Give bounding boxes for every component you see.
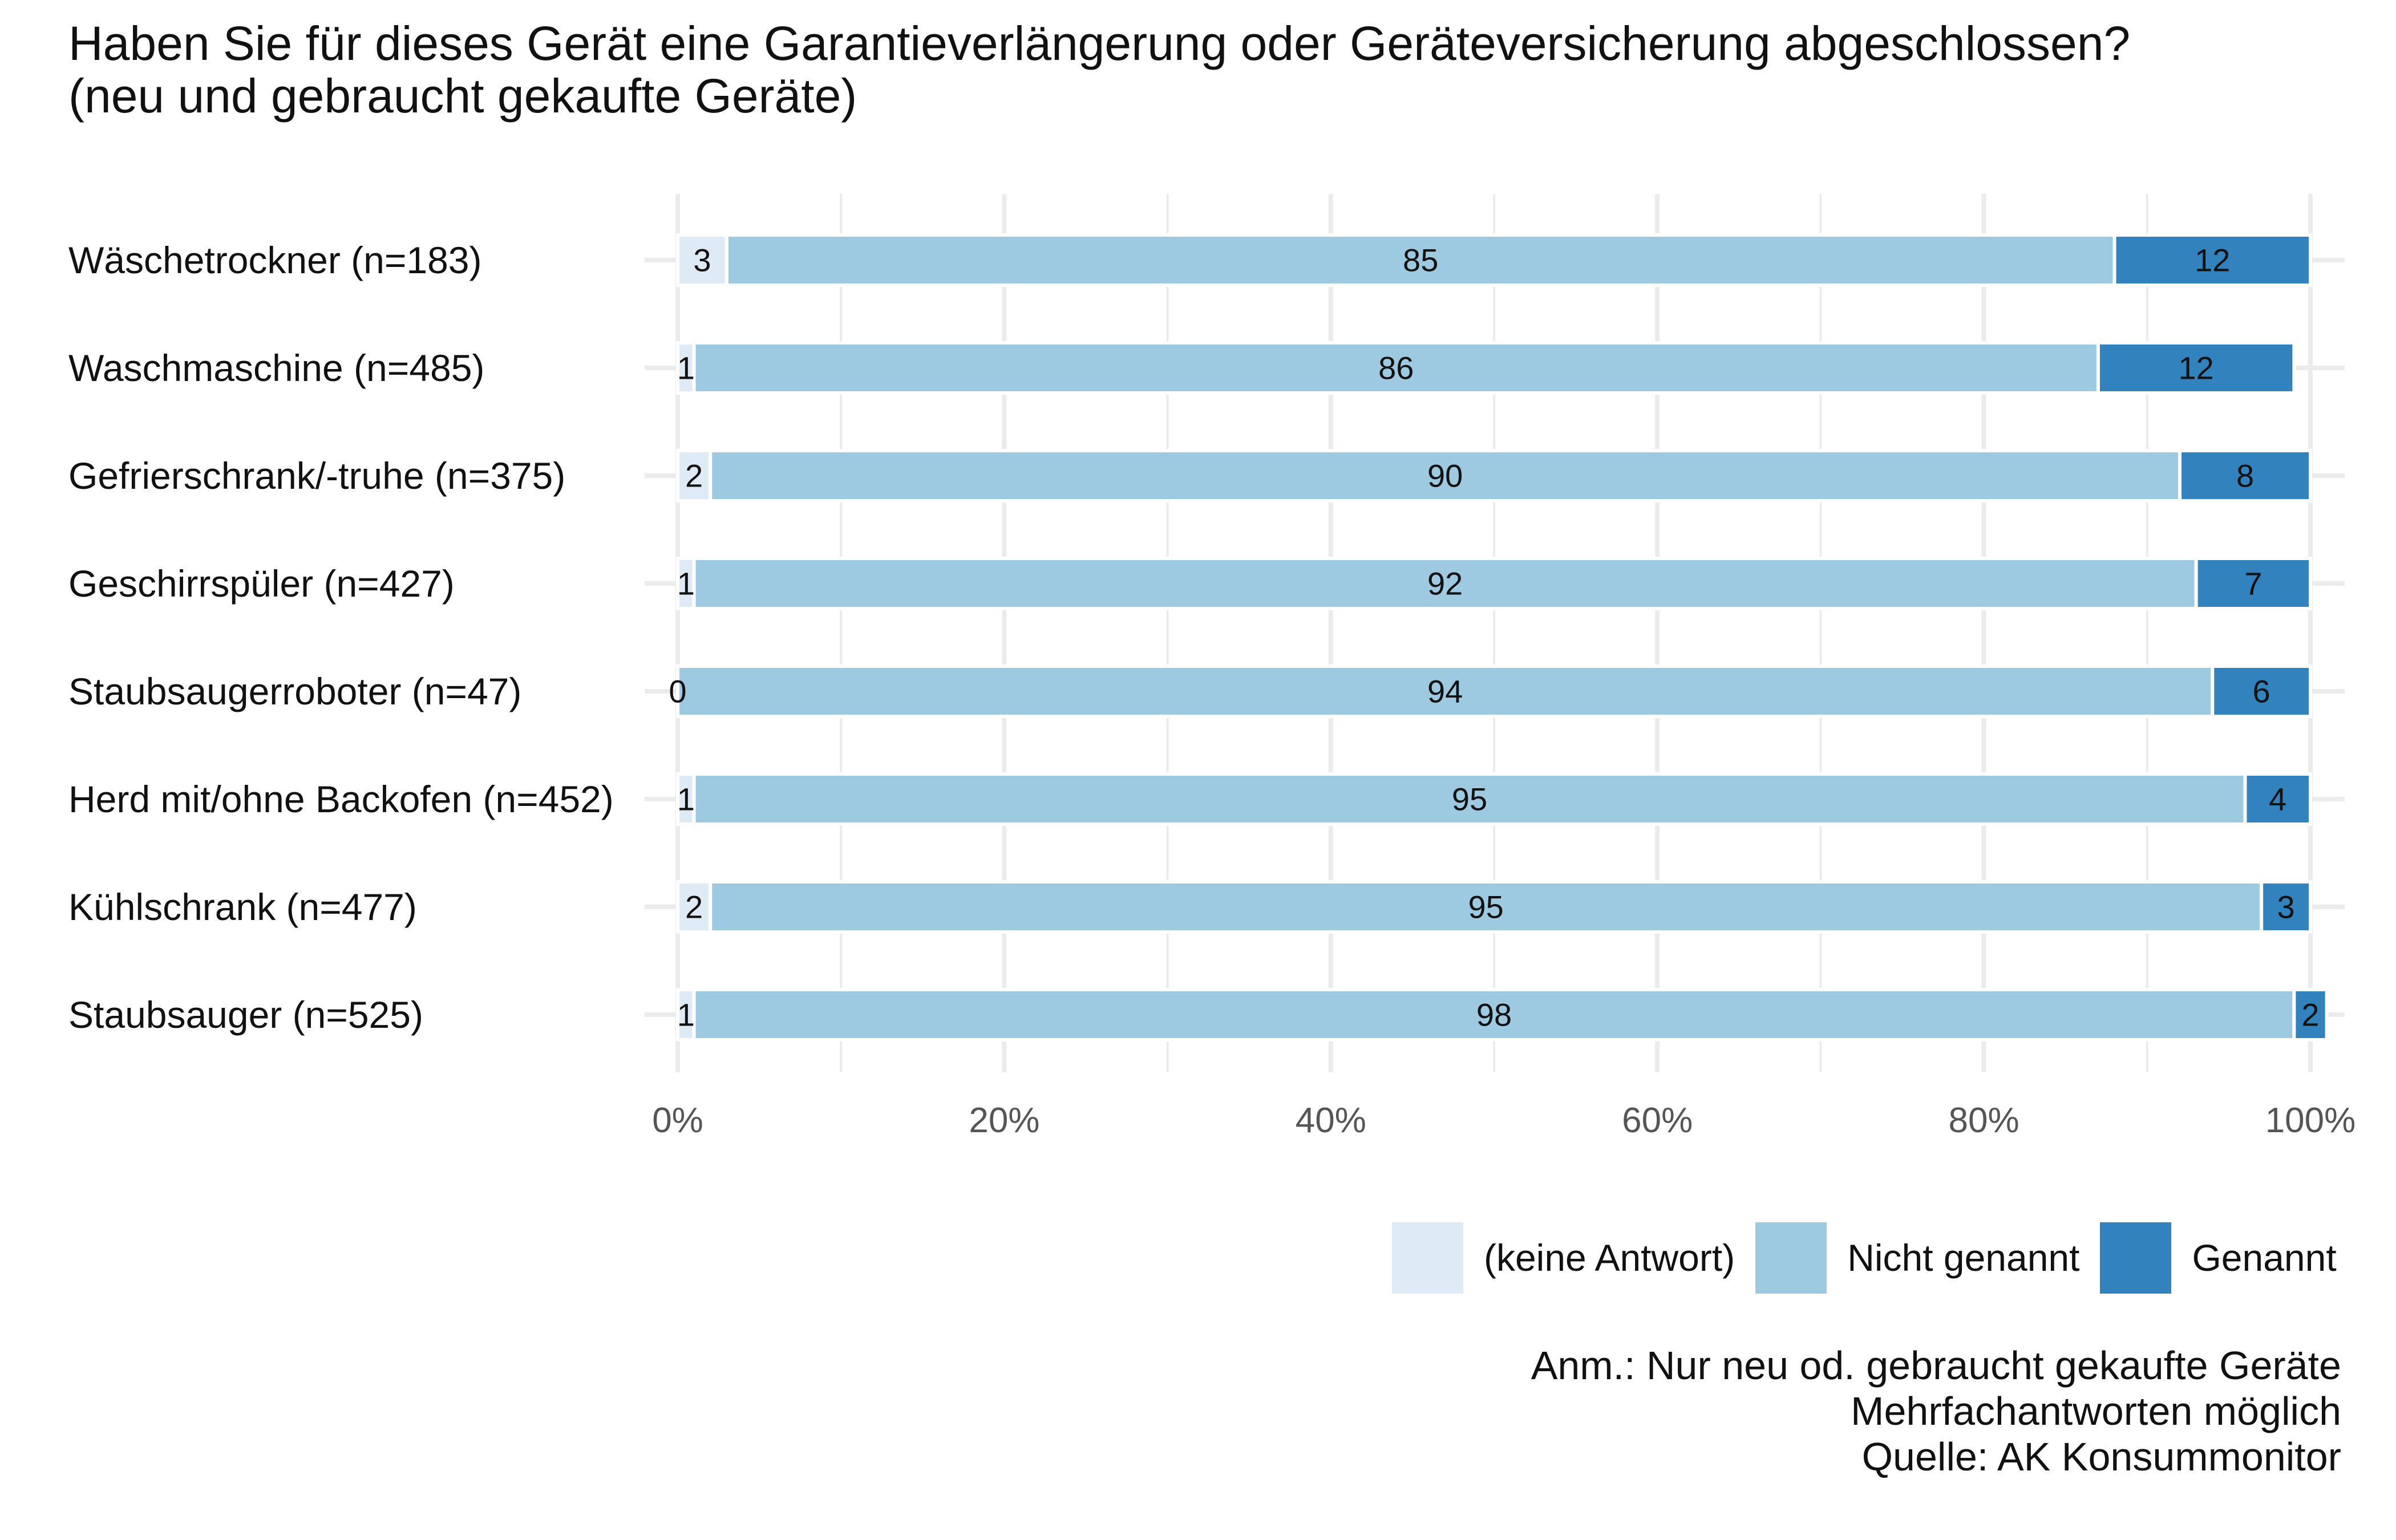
- subtitle-line: (neu und gebraucht gekaufte Geräte): [68, 69, 857, 123]
- data-label: 95: [1468, 889, 1504, 925]
- data-label: 1: [677, 997, 695, 1033]
- data-label: 1: [677, 566, 695, 602]
- legend-label-nicht-genannt: Nicht genannt: [1847, 1237, 2080, 1279]
- legend: (keine Antwort) Nicht genannt Genannt: [1392, 1221, 2357, 1295]
- bar-keine-antwort: [676, 557, 696, 610]
- data-label: 12: [2195, 242, 2230, 278]
- category-label: Herd mit/ohne Backofen (n=452): [68, 778, 614, 820]
- x-tick-label: 80%: [1949, 1101, 2019, 1140]
- chart-title: Haben Sie für dieses Gerät eine Garantie…: [68, 17, 2130, 123]
- bar-nicht-genannt: [692, 557, 2198, 610]
- data-label: 3: [693, 242, 711, 278]
- category-label: Gefrierschrank/-truhe (n=375): [68, 455, 565, 497]
- legend-item-genannt: Genannt: [2100, 1222, 2337, 1294]
- legend-item-keine-antwort: (keine Antwort): [1392, 1222, 1735, 1294]
- bar-genannt: [2096, 341, 2296, 395]
- legend-item-nicht-genannt: Nicht genannt: [1755, 1222, 2079, 1294]
- legend-label-genannt: Genannt: [2192, 1237, 2337, 1279]
- grid-layer: [645, 194, 2345, 1072]
- bar-layer: [676, 233, 2329, 1041]
- data-label: 86: [1378, 350, 1414, 386]
- data-label: 98: [1476, 997, 1512, 1033]
- data-label: 7: [2244, 566, 2262, 602]
- data-label: 95: [1452, 781, 1487, 817]
- data-label: 0: [669, 674, 686, 710]
- bar-nicht-genannt: [725, 233, 2116, 287]
- x-tick-label: 100%: [2265, 1101, 2356, 1140]
- x-tick-label: 20%: [969, 1101, 1039, 1140]
- data-label: 90: [1427, 458, 1463, 494]
- bar-genannt: [2243, 772, 2313, 826]
- footnote-line: Quelle: AK Konsummonitor: [1861, 1434, 2341, 1479]
- footnote-line: Anm.: Nur neu od. gebraucht gekaufte Ger…: [1531, 1343, 2341, 1388]
- bar-keine-antwort: [676, 341, 696, 395]
- category-label: Waschmaschine (n=485): [68, 347, 484, 389]
- bar-nicht-genannt: [676, 664, 2215, 718]
- legend-label-keine-antwort: (keine Antwort): [1484, 1237, 1735, 1279]
- bar-keine-antwort: [676, 449, 713, 502]
- category-label: Kühlschrank (n=477): [68, 886, 417, 928]
- label-layer: 0% 20% 40% 60% 80% 100% Wäschetrockner (n=183)…: [68, 239, 2355, 1140]
- data-label: 1: [677, 350, 695, 386]
- category-label: Staubsaugerroboter (n=47): [68, 670, 521, 712]
- data-label: 4: [2269, 781, 2286, 817]
- legend-swatch-keine-antwort: [1392, 1222, 1463, 1294]
- bar-genannt: [2178, 449, 2313, 502]
- data-label: 2: [2301, 997, 2319, 1033]
- data-label: 2: [685, 889, 703, 925]
- bar-genannt: [2292, 988, 2329, 1041]
- legend-swatch-nicht-genannt: [1755, 1222, 1827, 1294]
- bar-genannt: [2260, 880, 2312, 934]
- bar-genannt: [2194, 557, 2312, 610]
- footnote: Anm.: Nur neu od. gebraucht gekaufte Ger…: [1531, 1343, 2341, 1480]
- footnote-line: Mehrfachantworten möglich: [1851, 1388, 2341, 1433]
- data-label: 8: [2236, 458, 2254, 494]
- data-label: 12: [2179, 350, 2214, 386]
- data-label: 3: [2277, 889, 2294, 925]
- bar-genannt: [2211, 664, 2313, 718]
- title-line: Haben Sie für dieses Gerät eine Garantie…: [68, 17, 2131, 70]
- legend-swatch-genannt: [2100, 1222, 2172, 1294]
- category-label: Staubsauger (n=525): [68, 994, 423, 1036]
- bar-nicht-genannt: [709, 449, 2182, 502]
- data-label: 85: [1403, 242, 1438, 278]
- data-label: 92: [1427, 566, 1463, 602]
- data-label: 6: [2253, 674, 2270, 710]
- category-label: Wäschetrockner (n=183): [68, 239, 482, 281]
- data-label: 2: [685, 458, 703, 494]
- x-tick-label: 40%: [1296, 1101, 1366, 1140]
- x-tick-label: 60%: [1622, 1101, 1693, 1140]
- stacked-bar-chart: 0% 20% 40% 60% 80% 100% Wäschetrockner (n=183)…: [68, 194, 2355, 1140]
- category-label: Geschirrspüler (n=427): [68, 562, 455, 605]
- bar-genannt: [2112, 233, 2313, 287]
- data-label: 1: [677, 781, 695, 817]
- data-label: 94: [1427, 674, 1463, 710]
- x-tick-label: 0%: [652, 1101, 703, 1140]
